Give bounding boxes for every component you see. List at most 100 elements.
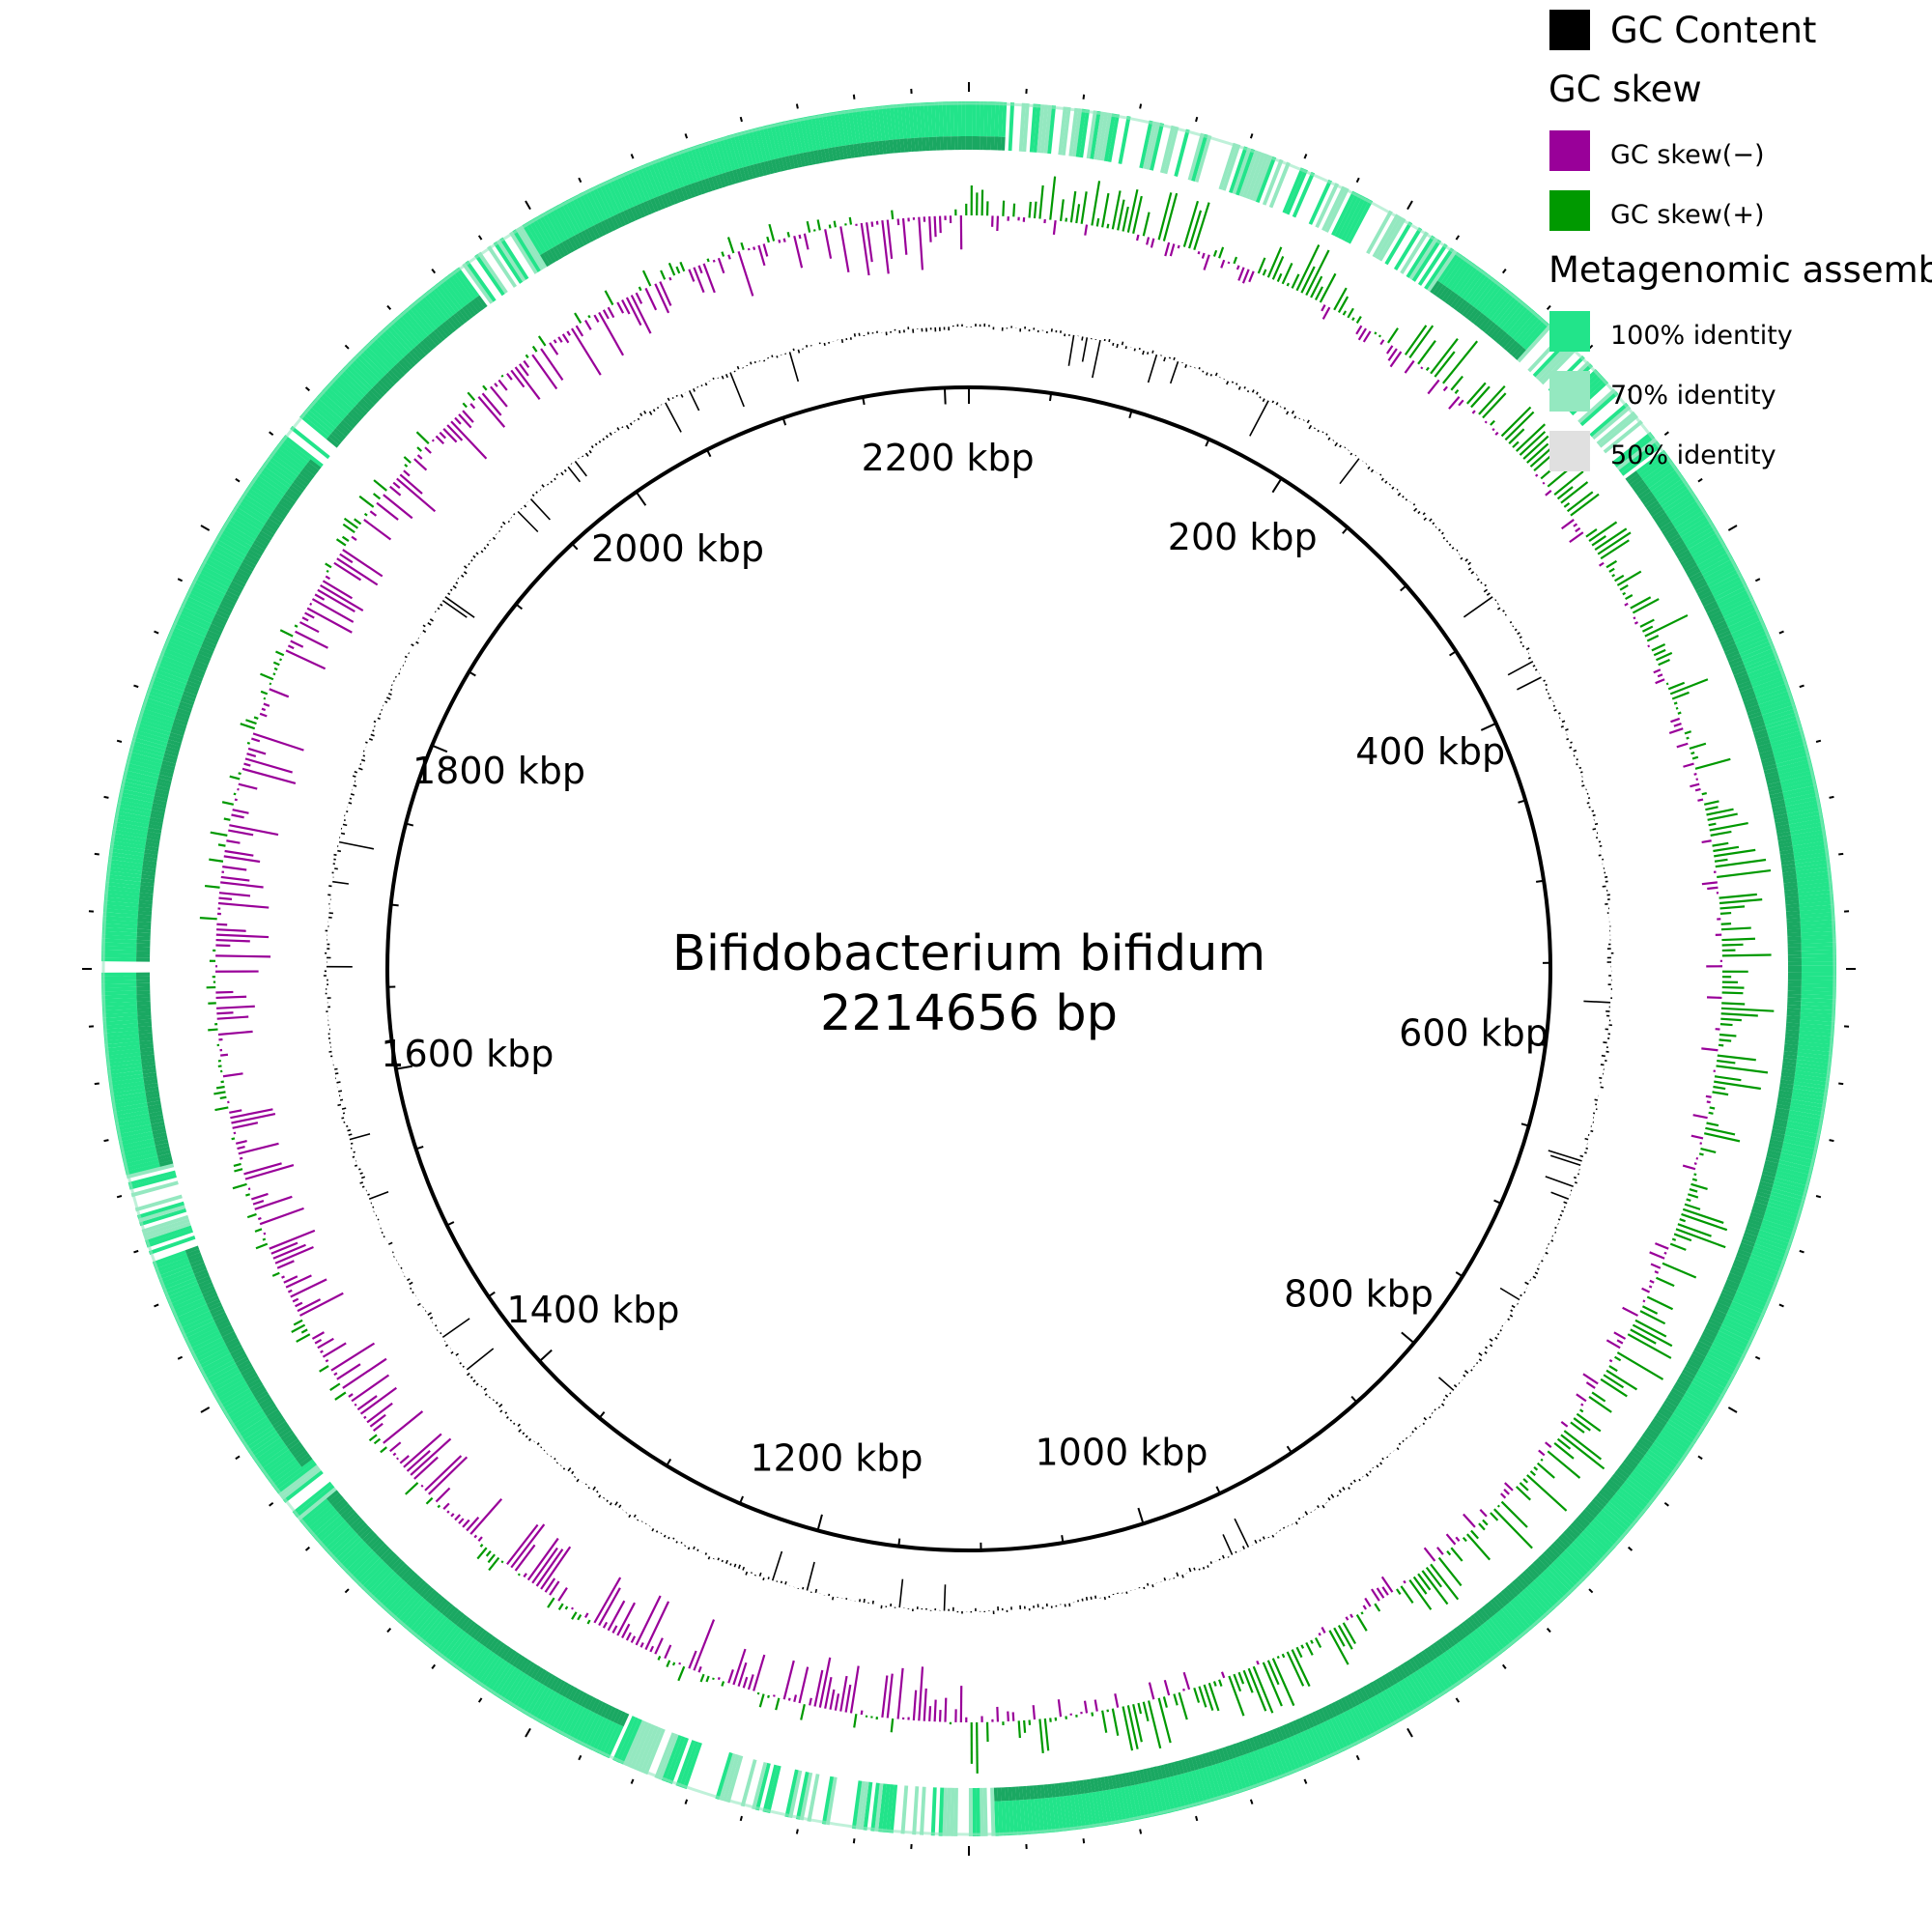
assembly-segment xyxy=(1778,1159,1814,1172)
assembly-segment-shade xyxy=(139,1043,154,1049)
assembly-segment-shade xyxy=(1667,1393,1681,1405)
assembly-segment xyxy=(396,1595,423,1624)
assembly-segment-shade xyxy=(205,1295,219,1305)
assembly-segment xyxy=(1138,1783,1150,1819)
gc-skew-bar xyxy=(1717,868,1772,879)
outer-tick xyxy=(1829,1139,1834,1143)
backbone-tick xyxy=(897,1538,901,1547)
gc-skew-bar xyxy=(1148,1682,1155,1700)
gc-skew-bar xyxy=(229,775,241,781)
backbone-tick xyxy=(1128,410,1133,419)
assembly-segment xyxy=(821,1776,835,1825)
assembly-segment xyxy=(175,1304,209,1322)
gc-skew-bar xyxy=(380,1446,387,1454)
assembly-segment xyxy=(360,347,388,376)
assembly-segment xyxy=(893,104,900,140)
assembly-segment xyxy=(360,1562,388,1591)
assembly-segment-shade xyxy=(939,136,945,151)
assembly-segment xyxy=(1079,109,1091,158)
assembly-segment-shade xyxy=(543,251,554,266)
assembly-segment-shade xyxy=(1711,1312,1725,1321)
assembly-segment-shade xyxy=(136,997,151,1002)
assembly-segment-shade xyxy=(1776,1103,1791,1111)
assembly-segment xyxy=(953,1787,958,1836)
gc-skew-bar xyxy=(351,535,357,541)
assembly-segment xyxy=(1644,1452,1676,1476)
outer-tick xyxy=(578,1754,582,1761)
assembly-segment xyxy=(1484,287,1510,318)
assembly-segment xyxy=(192,578,226,598)
assembly-segment xyxy=(164,1280,199,1298)
assembly-segment-shade xyxy=(1082,1779,1089,1794)
assembly-segment xyxy=(499,1668,522,1701)
assembly-segment xyxy=(148,682,184,698)
assembly-segment-shade xyxy=(1289,1721,1298,1736)
outer-tick xyxy=(1778,1303,1784,1308)
assembly-segment-shade xyxy=(187,1252,202,1261)
assembly-segment xyxy=(1027,1799,1034,1834)
assembly-segment xyxy=(456,267,480,298)
assembly-segment xyxy=(1142,1782,1153,1818)
assembly-segment-shade xyxy=(241,1366,255,1377)
assembly-segment xyxy=(136,1201,185,1219)
assembly-segment xyxy=(1334,192,1360,238)
assembly-segment-shade xyxy=(646,199,656,213)
assembly-segment-shade xyxy=(1411,1656,1423,1670)
assembly-segment-shade xyxy=(728,170,737,185)
assembly-segment-shade xyxy=(1001,1787,1006,1802)
gc-skew-bar xyxy=(1556,486,1574,500)
assembly-segment-shade xyxy=(1743,1232,1758,1240)
backbone-tick xyxy=(1455,1271,1463,1278)
assembly-segment xyxy=(435,282,460,313)
assembly-segment-shade xyxy=(137,910,153,916)
assembly-segment xyxy=(1422,1664,1445,1697)
assembly-segment-shade xyxy=(213,613,229,623)
gc-skew-bar xyxy=(506,1523,539,1565)
gc-skew-bar xyxy=(537,335,547,347)
assembly-segment-shade xyxy=(230,581,244,591)
assembly-segment xyxy=(121,1145,156,1157)
assembly-segment-shade xyxy=(439,324,451,337)
outer-tick xyxy=(630,154,635,159)
assembly-segment-shade xyxy=(1643,1430,1658,1441)
assembly-segment xyxy=(1767,722,1803,736)
assembly-segment xyxy=(1782,784,1818,796)
assembly-segment xyxy=(321,1522,351,1549)
gc-skew-bar xyxy=(1033,201,1037,219)
assembly-segment-shade xyxy=(1424,1648,1435,1662)
assembly-segment xyxy=(271,1463,302,1489)
gc-skew-bar xyxy=(237,1146,245,1151)
assembly-segment xyxy=(1205,1766,1219,1802)
gc-skew-bar xyxy=(721,1681,725,1687)
outer-tick xyxy=(133,1249,139,1254)
assembly-segment-shade xyxy=(1761,1174,1776,1181)
assembly-segment-shade xyxy=(330,1495,344,1507)
assembly-segment xyxy=(260,465,292,489)
gc-skew-bar xyxy=(462,1519,470,1528)
assembly-segment-shade xyxy=(335,1500,349,1513)
assembly-segment-shade xyxy=(1390,1668,1402,1683)
assembly-segment xyxy=(1369,1696,1390,1730)
assembly-segment-shade xyxy=(1682,1369,1696,1379)
assembly-segment xyxy=(938,1787,945,1836)
outer-tick xyxy=(133,684,139,689)
assembly-segment-shade xyxy=(555,243,566,258)
assembly-segment xyxy=(242,1425,275,1448)
gc-skew-bar xyxy=(383,1410,424,1444)
assembly-segment xyxy=(575,194,595,227)
assembly-segment xyxy=(128,1174,177,1190)
assembly-segment xyxy=(654,1732,676,1779)
assembly-segment-shade xyxy=(1484,1603,1496,1616)
assembly-segment-shade xyxy=(151,1122,165,1128)
assembly-segment-shade xyxy=(957,136,962,151)
assembly-segment-shade xyxy=(188,673,204,683)
assembly-segment xyxy=(110,1092,147,1101)
assembly-segment xyxy=(994,101,1000,137)
assembly-segment xyxy=(142,700,178,716)
assembly-segment xyxy=(722,135,736,171)
assembly-segment-shade xyxy=(885,139,891,155)
assembly-segment xyxy=(1233,1757,1248,1792)
assembly-segment-shade xyxy=(907,138,912,153)
assembly-segment xyxy=(512,1676,534,1709)
assembly-segment xyxy=(1736,633,1771,651)
